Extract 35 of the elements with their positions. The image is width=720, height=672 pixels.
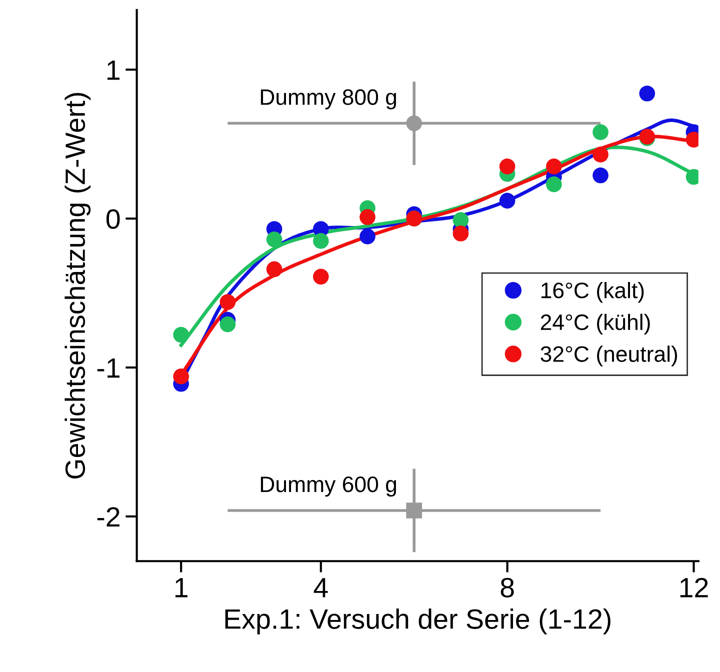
y-tick-label: 1 (108, 60, 120, 80)
point (312, 233, 329, 249)
y-axis-title: Gewichtseinschätzung (Z-Wert) (64, 93, 91, 478)
legend-label: 32°C (neutral) (540, 346, 678, 366)
point (639, 86, 656, 102)
point (546, 158, 562, 174)
y-tick-label: -2 (97, 507, 120, 527)
legend-label: 24°C (kühl) (540, 314, 650, 335)
y-tick-label: -1 (97, 358, 120, 378)
annotation: Dummy 600 g (260, 476, 396, 497)
point (360, 209, 376, 226)
point (173, 368, 189, 384)
point (592, 124, 608, 140)
point (220, 316, 236, 332)
point (266, 261, 282, 278)
point (592, 146, 608, 162)
x-axis-title: Exp.1: Versuch der Serie (1-12) (225, 608, 610, 634)
point (499, 192, 516, 209)
point (266, 232, 282, 248)
x-tick-label: 8 (500, 578, 514, 598)
point (220, 294, 236, 310)
x-tick-label: 4 (314, 578, 328, 598)
point (312, 268, 329, 285)
point (406, 115, 422, 132)
x-tick-label: 12 (680, 578, 708, 598)
point (406, 502, 422, 518)
y-tick-label: 0 (106, 209, 120, 229)
annotation: Dummy 800 g (260, 89, 396, 110)
legend-label: 16°C (kalt) (542, 282, 644, 303)
point (173, 326, 189, 343)
x-tick-label: 1 (175, 578, 188, 598)
point (592, 167, 608, 184)
point (546, 176, 562, 192)
point (360, 228, 376, 244)
point (499, 158, 516, 174)
